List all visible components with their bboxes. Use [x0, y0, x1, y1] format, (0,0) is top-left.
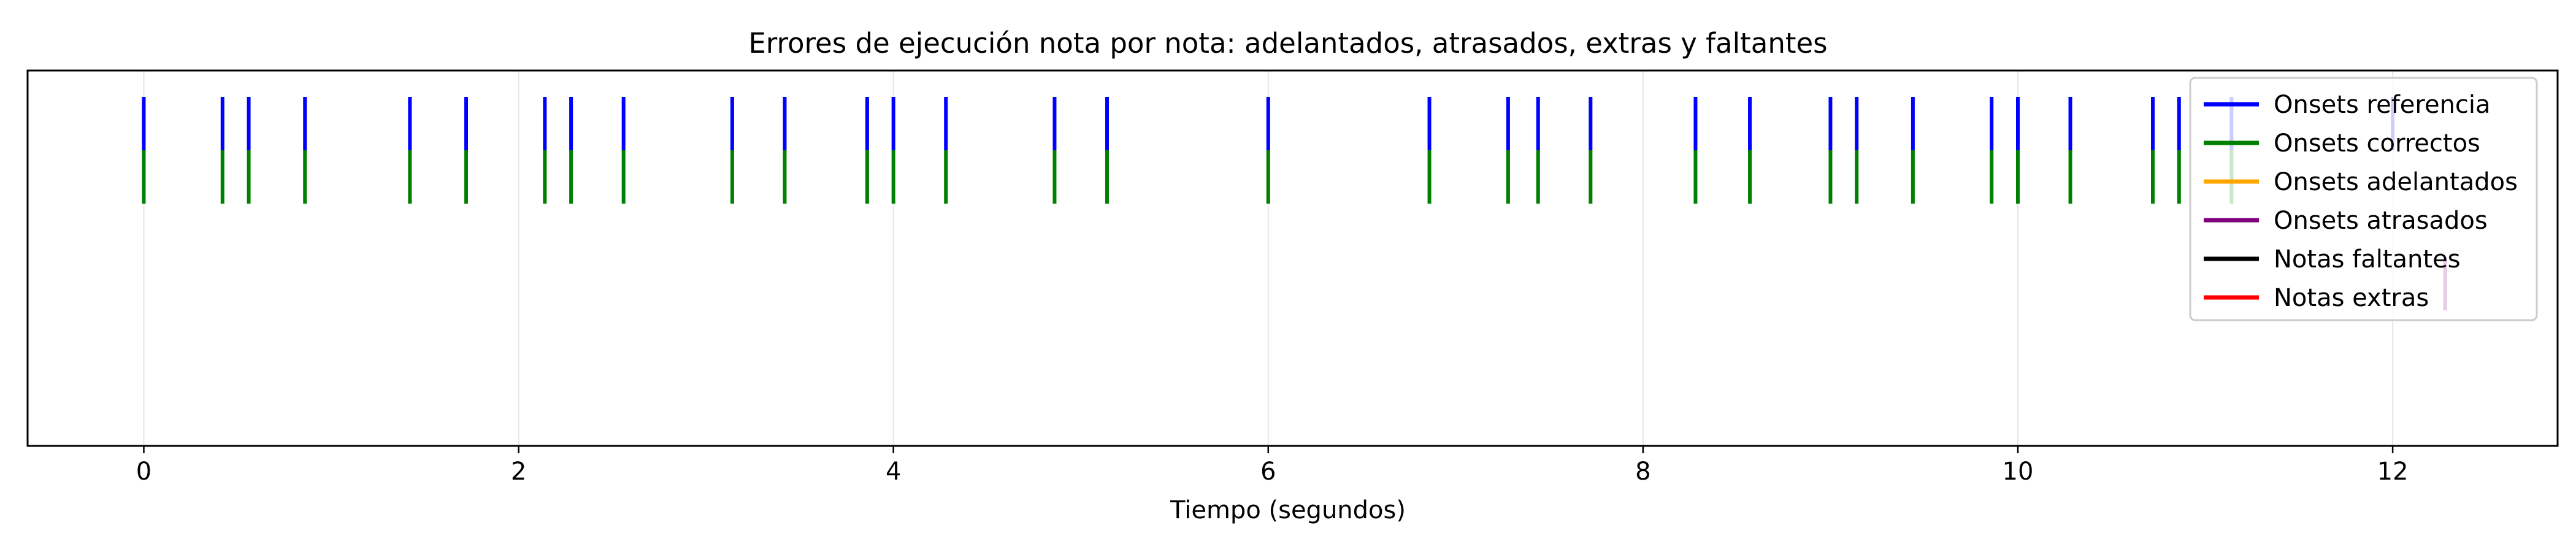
legend-label: Notas extras: [2274, 284, 2429, 312]
legend-label: Onsets referencia: [2274, 91, 2491, 119]
x-tick-label: 2: [511, 458, 526, 486]
legend-label: Onsets atrasados: [2274, 207, 2488, 235]
legend-label: Onsets correctos: [2274, 129, 2480, 158]
x-tick-label: 0: [136, 458, 151, 486]
x-axis-label: Tiempo (segundos): [1170, 496, 1406, 524]
legend-label: Notas faltantes: [2274, 245, 2461, 274]
x-axis: 0 2 4 6 8 10 12: [136, 446, 2409, 486]
x-tick-label: 12: [2377, 458, 2409, 486]
legend: Onsets referencia Onsets correctos Onsets …: [2189, 77, 2538, 321]
x-tick-label: 10: [2003, 458, 2034, 486]
x-tick-label: 8: [1635, 458, 1650, 486]
x-tick-label: 4: [886, 458, 901, 486]
legend-box: [2189, 77, 2538, 321]
legend-label: Onsets adelantados: [2274, 168, 2518, 196]
x-tick-label: 6: [1260, 458, 1276, 486]
plot-frame: [26, 69, 2559, 447]
chart-title: Errores de ejecución nota por nota: adel…: [748, 27, 1827, 59]
event-marks: [142, 97, 2447, 310]
